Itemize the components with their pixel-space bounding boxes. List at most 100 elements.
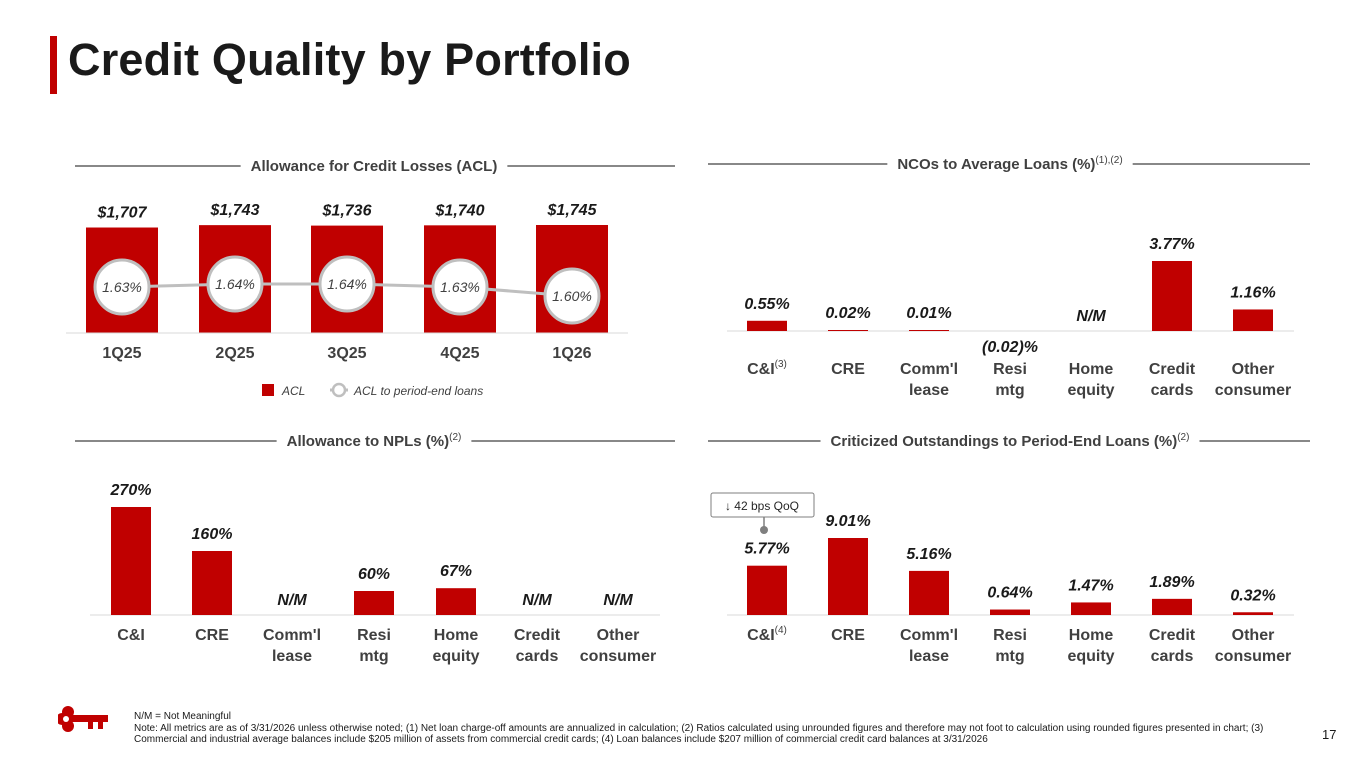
acl-title: Allowance for Credit Losses (ACL) xyxy=(251,158,498,175)
crit-bar-label: 1.47% xyxy=(1068,577,1113,594)
crit-annotation-dot xyxy=(760,526,768,534)
npl-bar-label: N/M xyxy=(277,592,307,609)
legend-acl-label: ACL xyxy=(281,384,305,398)
key-logo-icon xyxy=(58,706,108,732)
npl-category-label: mtg xyxy=(359,648,388,665)
crit-category-label: Resi xyxy=(993,627,1027,644)
footnotes: N/M = Not Meaningful Note: All metrics a… xyxy=(134,711,1284,746)
acl-bar-label: $1,736 xyxy=(322,203,372,220)
npl-category-label: equity xyxy=(432,648,479,665)
acl-category-label: 3Q25 xyxy=(327,345,366,362)
footnote-note: Note: All metrics are as of 3/31/2026 un… xyxy=(134,722,1264,746)
crit-category-label: Home xyxy=(1069,627,1114,644)
nco-bar-label: 3.77% xyxy=(1149,236,1194,253)
npl-category-label: lease xyxy=(272,648,312,665)
nco-bar-label: 1.16% xyxy=(1230,284,1275,301)
acl-ratio-marker xyxy=(431,258,489,316)
crit-category-label: Comm'l xyxy=(900,627,958,644)
footnote-nm: N/M = Not Meaningful xyxy=(134,711,231,722)
crit-bar-label: 9.01% xyxy=(825,513,870,530)
legend-ratio-marker xyxy=(331,382,347,398)
acl-ratio-label: 1.63% xyxy=(102,279,142,295)
acl-category-label: 4Q25 xyxy=(440,345,479,362)
title-accent-bar xyxy=(50,36,57,94)
acl-bar-label: $1,740 xyxy=(435,202,485,219)
crit-bar xyxy=(1152,598,1192,615)
npl-bar-label: N/M xyxy=(603,592,633,609)
crit-category-label: CRE xyxy=(831,627,865,644)
npl-bar-label: 60% xyxy=(358,566,390,583)
acl-ratio-marker xyxy=(206,255,264,313)
acl-ratio-marker xyxy=(93,258,151,316)
npl-category-label: consumer xyxy=(580,648,656,665)
nco-bar-label: 0.55% xyxy=(744,296,789,313)
npl-category-label: Home xyxy=(434,627,479,644)
acl-bar-label: $1,743 xyxy=(210,202,260,219)
crit-bar-label: 0.64% xyxy=(987,585,1032,602)
npl-bar xyxy=(354,591,394,615)
legend-ratio-label: ACL to period-end loans xyxy=(353,384,483,398)
crit-bar-label: 0.32% xyxy=(1230,587,1275,604)
acl-ratio-marker xyxy=(318,255,376,313)
nco-category-label: CRE xyxy=(831,361,865,378)
acl-category-label: 1Q25 xyxy=(102,345,141,362)
npl-bar-label: 67% xyxy=(440,563,472,580)
crit-bar-label: 5.16% xyxy=(906,546,951,563)
crit-bar-label: 1.89% xyxy=(1149,574,1194,591)
crit-annotation-text: ↓ 42 bps QoQ xyxy=(725,499,799,513)
nco-category-label: Home xyxy=(1069,361,1114,378)
nco-bar xyxy=(1233,309,1273,331)
crit-bar xyxy=(828,538,868,615)
nco-category-label: equity xyxy=(1067,382,1114,399)
npl-bar-label: 270% xyxy=(110,482,152,499)
legend-acl-swatch xyxy=(262,384,274,396)
crit-bar xyxy=(990,609,1030,615)
nco-category-label: consumer xyxy=(1215,382,1291,399)
crit-category-label: mtg xyxy=(995,648,1024,665)
npl-category-label: Resi xyxy=(357,627,391,644)
npl-category-label: Other xyxy=(597,627,640,644)
npl-bar-label: N/M xyxy=(522,592,552,609)
npl-title: Allowance to NPLs (%)(2) xyxy=(287,432,462,450)
crit-title: Criticized Outstandings to Period-End Lo… xyxy=(831,432,1190,450)
acl-ratio-label: 1.60% xyxy=(552,288,592,304)
nco-bar-label: (0.02)% xyxy=(982,339,1038,356)
crit-category-label: Other xyxy=(1232,627,1275,644)
crit-bar xyxy=(1233,612,1273,615)
crit-annotation-box xyxy=(710,492,815,518)
nco-bar xyxy=(1152,261,1192,331)
crit-bar xyxy=(1071,602,1111,615)
acl-bar-label: $1,707 xyxy=(97,205,148,222)
npl-category-label: Comm'l xyxy=(263,627,321,644)
nco-bar xyxy=(747,320,787,331)
page-title: Credit Quality by Portfolio xyxy=(68,34,631,85)
nco-bar-label: 0.01% xyxy=(906,305,951,322)
acl-ratio-label: 1.64% xyxy=(215,276,255,292)
npl-bar xyxy=(111,507,151,615)
npl-category-label: cards xyxy=(516,648,559,665)
nco-category-label: cards xyxy=(1151,382,1194,399)
acl-category-label: 1Q26 xyxy=(552,345,591,362)
nco-category-label: lease xyxy=(909,382,949,399)
crit-category-label: cards xyxy=(1151,648,1194,665)
npl-bar xyxy=(192,551,232,615)
crit-category-label: consumer xyxy=(1215,648,1291,665)
crit-bar xyxy=(747,565,787,615)
acl-ratio-marker xyxy=(543,267,601,325)
nco-title: NCOs to Average Loans (%)(1),(2) xyxy=(897,155,1122,173)
charts-canvas: Allowance for Credit Losses (ACL) $1,707 $… xyxy=(66,155,1310,665)
acl-category-label: 2Q25 xyxy=(215,345,254,362)
nco-category-label: Other xyxy=(1232,361,1275,378)
acl-ratio-label: 1.63% xyxy=(440,279,480,295)
nco-bar xyxy=(909,330,949,331)
npl-bar xyxy=(436,588,476,615)
nco-category-label: Resi xyxy=(993,361,1027,378)
crit-bar xyxy=(909,570,949,615)
nco-category-label: Credit xyxy=(1149,361,1196,378)
nco-bar xyxy=(828,330,868,331)
crit-category-label: lease xyxy=(909,648,949,665)
npl-category-label: Credit xyxy=(514,627,561,644)
nco-bar-label: 0.02% xyxy=(825,305,870,322)
crit-category-label: equity xyxy=(1067,648,1114,665)
nco-category-label: Comm'l xyxy=(900,361,958,378)
